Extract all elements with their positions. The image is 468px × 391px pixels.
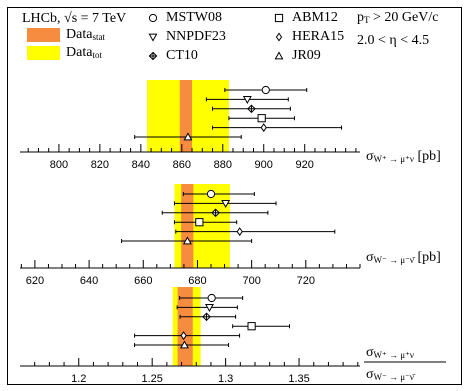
data-point — [211, 208, 220, 218]
text-part: σ — [366, 345, 374, 360]
legend-label: ABM12 — [292, 10, 338, 25]
pt-cut: pT > 20 GeV/c — [357, 10, 438, 25]
x-axis-label: σW⁻ → μ⁻ν̄ [pb] — [366, 250, 441, 265]
eta-cut: 2.0 < η < 4.5 — [357, 33, 429, 48]
text-part: s = 7 TeV — [72, 11, 127, 26]
x-tick-label: 820 — [91, 159, 109, 171]
data-point — [247, 322, 256, 331]
subscript: W⁻ → μ⁻ν̄ — [374, 372, 416, 382]
text-part: σ — [366, 367, 374, 382]
legend-label: Datatot — [66, 45, 102, 60]
text-part: Data — [66, 45, 93, 60]
legend-marker — [274, 51, 284, 60]
text-part: LHCb, — [22, 11, 64, 26]
x-tick-label: 1.25 — [141, 373, 162, 385]
text-part: p — [357, 10, 364, 25]
error-bar — [182, 192, 255, 196]
x-tick-label: 1.2 — [71, 373, 86, 385]
error-bar — [232, 324, 291, 329]
subscript: W⁺ → μ⁺ν — [374, 350, 414, 360]
data-point — [207, 293, 216, 303]
x-tick-label: 1.35 — [288, 373, 309, 385]
experiment-label: LHCb, √s = 7 TeV — [22, 11, 126, 26]
data-point — [206, 189, 216, 199]
data-point — [260, 123, 267, 133]
subscript: tot — [92, 50, 102, 60]
error-bar — [173, 220, 238, 225]
frame — [7, 7, 462, 385]
data-point — [180, 331, 187, 341]
x-tick-label: 840 — [132, 159, 150, 171]
x-tick-label: 900 — [255, 159, 273, 171]
legend-swatch — [27, 46, 60, 60]
x-tick-label: 920 — [296, 159, 314, 171]
x-axis-label: σW⁺ → μ⁺ν [pb] — [366, 149, 441, 164]
error-bar — [134, 343, 230, 347]
legend-label: CT10 — [166, 48, 198, 63]
x-tick-label: 700 — [242, 275, 260, 287]
x-tick-label: 720 — [297, 275, 315, 287]
x-axis-label: σW⁻ → μ⁻ν̄ — [366, 367, 416, 382]
error-bar — [212, 125, 343, 130]
legend-label: MSTW08 — [166, 10, 222, 25]
x-tick-label: 620 — [26, 275, 44, 287]
data-point — [180, 340, 189, 349]
data-point — [183, 132, 193, 141]
legend-swatch — [27, 28, 60, 42]
data-point — [257, 114, 266, 123]
subscript: stat — [92, 32, 105, 42]
x-tick-label: 800 — [50, 159, 68, 171]
x-tick-label: 860 — [173, 159, 191, 171]
text-part: > 20 GeV/c — [370, 10, 439, 25]
legend-label: HERA15 — [292, 29, 344, 44]
data-point — [242, 96, 252, 105]
legend-marker — [275, 32, 283, 42]
data-point — [202, 312, 211, 322]
data-point — [195, 218, 204, 227]
text-part: σ — [366, 250, 374, 265]
x-axis-label: σW⁺ → μ⁺ν — [366, 345, 414, 360]
subscript: T — [364, 15, 370, 25]
data-point — [261, 85, 270, 95]
data-point — [221, 200, 231, 209]
legend-marker — [148, 13, 158, 23]
data-point — [236, 227, 243, 237]
subscript: W⁺ → μ⁺ν — [374, 154, 414, 164]
legend-marker — [274, 13, 284, 23]
subscript: W⁻ → μ⁻ν̄ — [374, 255, 416, 265]
legend-label: JR09 — [292, 48, 321, 63]
error-bar — [134, 333, 241, 338]
text-part: [pb] — [414, 250, 441, 265]
stat-band — [181, 184, 194, 268]
legend-label: Datastat — [66, 27, 105, 42]
text-part: √ — [64, 11, 72, 26]
x-tick-label: 640 — [80, 275, 98, 287]
stat-band — [179, 80, 193, 152]
legend-marker — [148, 51, 158, 61]
x-tick-label: 880 — [214, 159, 232, 171]
data-point — [205, 304, 214, 313]
text-part: [pb] — [414, 149, 441, 164]
x-tick-label: 1.3 — [218, 373, 233, 385]
text-part: σ — [366, 149, 374, 164]
legend-label: NNPDF23 — [166, 29, 226, 44]
text-part: Data — [66, 27, 93, 42]
error-bar — [175, 229, 336, 234]
data-point — [247, 104, 256, 114]
x-tick-label: 660 — [134, 275, 152, 287]
legend-marker — [148, 33, 158, 42]
x-tick-label: 680 — [188, 275, 206, 287]
data-point — [182, 236, 192, 245]
